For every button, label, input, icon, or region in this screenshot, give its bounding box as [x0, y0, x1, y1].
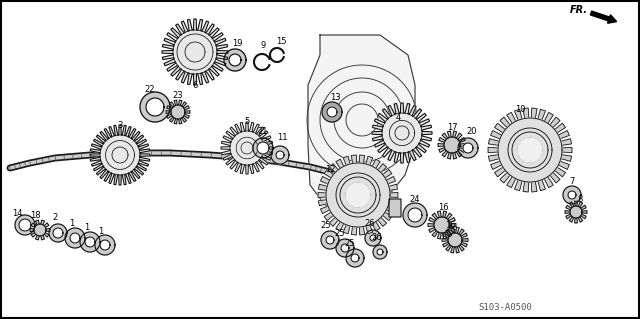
Text: 7: 7	[570, 176, 575, 186]
Polygon shape	[318, 155, 398, 235]
Polygon shape	[53, 228, 63, 238]
Text: 16: 16	[438, 204, 448, 212]
Text: 25: 25	[345, 240, 355, 249]
Polygon shape	[80, 232, 100, 252]
Text: 13: 13	[330, 93, 340, 101]
Polygon shape	[346, 249, 364, 267]
Polygon shape	[322, 102, 342, 122]
Polygon shape	[30, 220, 50, 240]
Polygon shape	[336, 239, 354, 257]
Text: 19: 19	[232, 39, 243, 48]
Polygon shape	[15, 215, 35, 235]
Text: 1: 1	[84, 224, 90, 233]
Polygon shape	[340, 177, 376, 213]
Polygon shape	[565, 201, 587, 223]
Polygon shape	[346, 183, 370, 207]
Polygon shape	[166, 100, 190, 124]
Polygon shape	[370, 235, 376, 241]
Polygon shape	[100, 240, 110, 250]
Text: 8: 8	[577, 196, 582, 204]
Polygon shape	[408, 208, 422, 222]
Text: 1: 1	[99, 227, 104, 236]
Polygon shape	[19, 219, 31, 231]
Polygon shape	[563, 186, 581, 204]
Polygon shape	[326, 236, 334, 244]
Polygon shape	[229, 54, 241, 66]
Text: 20: 20	[467, 127, 477, 136]
Polygon shape	[403, 203, 427, 227]
Text: 6: 6	[192, 80, 198, 90]
Polygon shape	[327, 107, 337, 117]
Polygon shape	[518, 138, 542, 162]
Polygon shape	[518, 138, 542, 162]
Polygon shape	[321, 231, 339, 249]
Text: S103-A0500: S103-A0500	[478, 303, 532, 313]
Polygon shape	[498, 118, 562, 182]
Text: 3: 3	[117, 122, 123, 130]
Text: 24: 24	[410, 196, 420, 204]
Polygon shape	[488, 108, 572, 192]
Polygon shape	[253, 138, 273, 158]
Polygon shape	[377, 249, 383, 255]
Polygon shape	[336, 173, 380, 217]
Text: 4: 4	[396, 114, 401, 122]
Text: 21: 21	[258, 128, 268, 137]
Polygon shape	[372, 103, 432, 163]
Polygon shape	[458, 138, 478, 158]
Polygon shape	[276, 151, 284, 159]
Polygon shape	[341, 244, 349, 252]
Text: 5: 5	[244, 117, 250, 127]
Text: 16: 16	[445, 220, 455, 229]
Polygon shape	[162, 19, 228, 85]
Polygon shape	[308, 35, 415, 208]
Polygon shape	[146, 98, 164, 116]
Polygon shape	[568, 191, 576, 199]
Text: 22: 22	[145, 85, 156, 94]
Text: 25: 25	[321, 220, 332, 229]
Polygon shape	[438, 131, 466, 159]
Text: 18: 18	[29, 211, 40, 219]
Text: 12: 12	[324, 166, 335, 174]
Polygon shape	[65, 228, 85, 248]
Polygon shape	[346, 183, 370, 207]
Polygon shape	[351, 254, 359, 262]
Polygon shape	[95, 235, 115, 255]
Text: 14: 14	[12, 209, 22, 218]
Text: 11: 11	[276, 133, 287, 143]
Polygon shape	[271, 146, 289, 164]
Text: 17: 17	[447, 123, 458, 132]
Polygon shape	[257, 142, 269, 154]
Polygon shape	[508, 128, 552, 172]
Text: 2: 2	[52, 213, 58, 222]
Text: 25: 25	[335, 229, 345, 239]
Text: 26: 26	[365, 219, 375, 228]
Polygon shape	[365, 230, 381, 246]
Polygon shape	[90, 125, 150, 185]
Text: 23: 23	[173, 91, 183, 100]
Polygon shape	[463, 143, 473, 153]
Polygon shape	[326, 163, 390, 227]
Polygon shape	[373, 245, 387, 259]
FancyArrow shape	[590, 11, 616, 23]
FancyBboxPatch shape	[389, 199, 401, 217]
Text: 10: 10	[515, 106, 525, 115]
Polygon shape	[442, 227, 468, 253]
Text: 9: 9	[260, 41, 266, 49]
Polygon shape	[428, 211, 456, 239]
Text: 1: 1	[69, 219, 75, 228]
Polygon shape	[221, 122, 273, 174]
Polygon shape	[512, 132, 548, 168]
Polygon shape	[140, 92, 170, 122]
Polygon shape	[49, 224, 67, 242]
Text: 15: 15	[276, 38, 286, 47]
Polygon shape	[85, 237, 95, 247]
Polygon shape	[224, 49, 246, 71]
Polygon shape	[70, 233, 80, 243]
Text: FR.: FR.	[570, 5, 588, 15]
Text: 26: 26	[372, 234, 382, 242]
